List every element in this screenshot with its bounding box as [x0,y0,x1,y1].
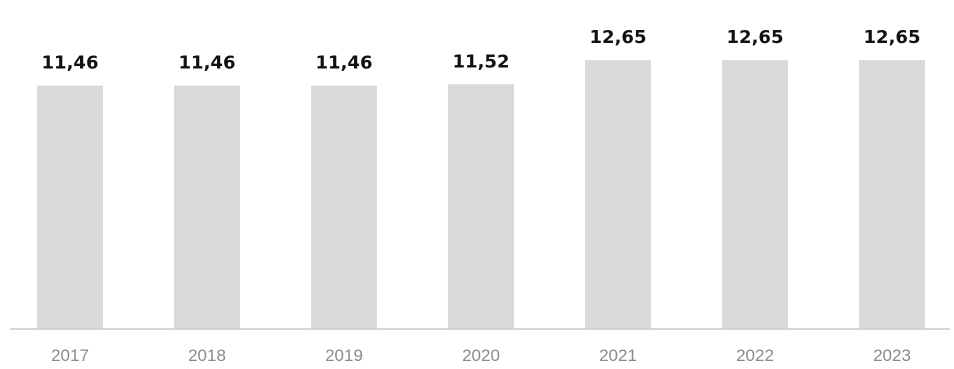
bar-2020 [448,84,514,329]
bar-2017 [37,85,103,329]
x-tick-label-2019: 2019 [325,346,363,365]
x-tick-label-2021: 2021 [599,346,637,365]
x-tick-label-2020: 2020 [462,346,500,365]
x-tick-labels-group: 2017 2018 2019 2020 2021 2022 2023 [51,346,911,365]
x-tick-label-2018: 2018 [188,346,226,365]
bars-group [37,60,925,329]
value-label-2020: 11,52 [453,51,510,72]
bar-2018 [174,85,240,329]
value-label-2022: 12,65 [727,27,784,48]
x-tick-label-2023: 2023 [873,346,911,365]
value-label-2018: 11,46 [179,53,236,74]
x-tick-label-2022: 2022 [736,346,774,365]
value-label-2017: 11,46 [42,53,99,74]
bar-2021 [585,60,651,329]
value-label-2019: 11,46 [316,53,373,74]
value-label-2021: 12,65 [590,27,647,48]
bar-2022 [722,60,788,329]
bar-2023 [859,60,925,329]
value-label-2023: 12,65 [864,27,921,48]
bar-2019 [311,85,377,329]
x-tick-label-2017: 2017 [51,346,89,365]
value-labels-group: 11,46 11,46 11,46 11,52 12,65 12,65 12,65 [42,27,921,73]
